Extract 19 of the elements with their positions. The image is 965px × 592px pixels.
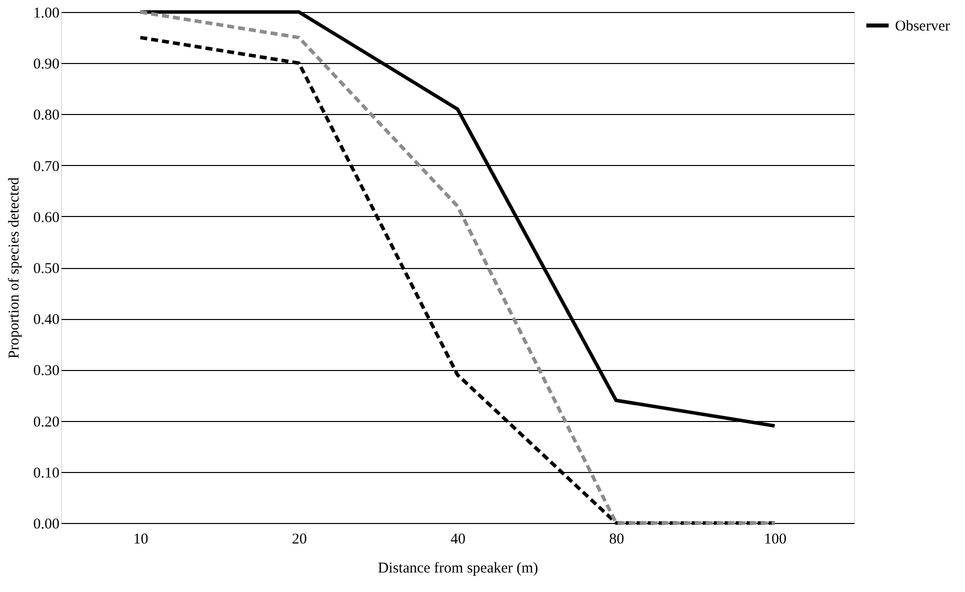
y-tick-label: 0.60 xyxy=(33,210,60,226)
y-tick-label: 0.20 xyxy=(33,414,60,430)
y-tick-label: 0.00 xyxy=(33,516,60,532)
x-axis-title: Distance from speaker (m) xyxy=(378,560,538,576)
y-tick-label: 0.50 xyxy=(33,261,60,277)
y-tick-label: 1.00 xyxy=(33,6,60,22)
x-tick-label: 100 xyxy=(764,532,786,548)
y-axis-title: Proportion of species detected xyxy=(6,176,22,359)
y-tick-label: 0.80 xyxy=(33,108,60,124)
x-tick-label: 10 xyxy=(133,532,148,548)
x-tick-label: 40 xyxy=(450,532,466,548)
y-tick-label: 0.30 xyxy=(33,363,60,380)
legend-label: Observer xyxy=(895,18,950,34)
y-tick-label: 0.70 xyxy=(33,158,60,175)
y-tick-label: 0.40 xyxy=(33,312,60,328)
x-tick-label: 20 xyxy=(292,532,307,548)
y-tick-label: 0.10 xyxy=(33,465,60,482)
y-tick-label: 0.90 xyxy=(33,56,60,73)
x-tick-label: 80 xyxy=(609,532,624,548)
